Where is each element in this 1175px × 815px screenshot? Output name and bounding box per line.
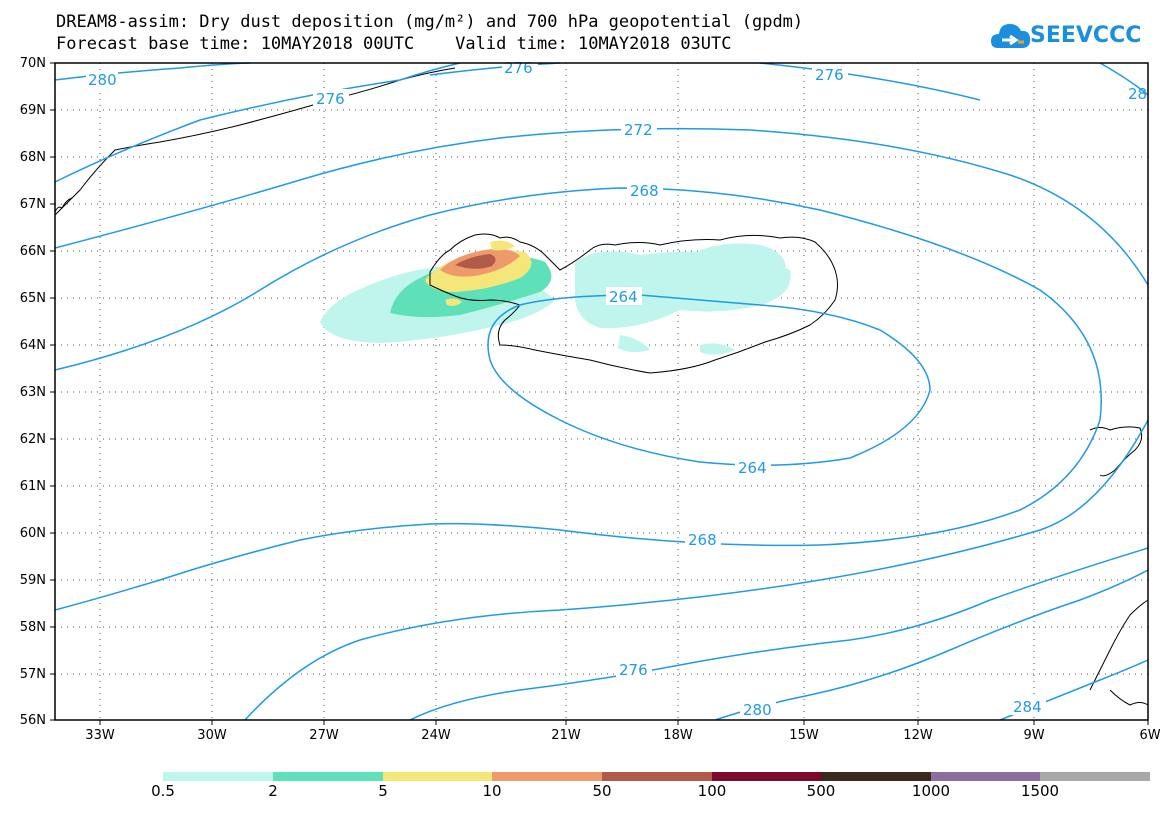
lat-label-61n: 61N [19,479,46,494]
coastlines [54,67,1149,706]
colorbar-label-1: 2 [268,782,278,800]
axis-ticks [50,62,1149,725]
graticule [55,63,1148,720]
colorbar-swatch-5 [712,772,821,781]
contour-labels: 280 276 276 276 28 272 268 264 264 268 2… [86,59,1147,719]
lat-label-67n: 67N [19,197,46,212]
lat-label-58n: 58N [19,620,46,635]
colorbar-label-6: 500 [806,782,836,800]
colorbar-swatch-8 [1040,772,1150,781]
colorbar-swatch-0 [163,772,273,781]
lat-label-60n: 60N [19,526,46,541]
seevccc-logo [991,24,1031,48]
contour-label-276-west: 276 [316,90,345,108]
contour-label-264-north: 264 [609,288,638,306]
lon-label-15w: 15W [789,728,819,743]
contour-label-284: 284 [1013,698,1042,716]
lon-label-21w: 21W [551,728,581,743]
contour-label-28: 28 [1128,85,1147,103]
colorbar-label-0: 0.5 [151,782,175,800]
lat-label-56n: 56N [19,713,46,728]
colorbar-swatch-4 [602,772,712,781]
lat-label-63n: 63N [19,385,46,400]
contour-label-276-east: 276 [815,66,844,84]
lat-label-59n: 59N [19,573,46,588]
geopotential-contours [54,62,1149,721]
lat-label-64n: 64N [19,338,46,353]
lon-label-18w: 18W [663,728,693,743]
lon-label-27w: 27W [309,728,339,743]
contour-label-276-top: 276 [504,59,533,77]
lat-label-65n: 65N [19,291,46,306]
colorbar-swatch-6 [821,772,931,781]
lat-label-57n: 57N [19,667,46,682]
colorbar-swatch-1 [273,772,383,781]
colorbar-swatch-7 [931,772,1040,781]
colorbar-label-3: 10 [482,782,502,800]
colorbar-label-7: 1000 [911,782,951,800]
contour-label-268-south: 268 [688,531,717,549]
lon-label-33w: 33W [85,728,115,743]
lon-label-30w: 30W [197,728,227,743]
forecast-time: Forecast base time: 10MAY2018 00UTC Vali… [56,34,732,54]
colorbar-label-8: 1500 [1020,782,1060,800]
lat-label-68n: 68N [19,150,46,165]
contour-label-280-south: 280 [743,701,772,719]
lon-label-24w: 24W [421,728,451,743]
lon-label-9w: 9W [1023,728,1045,743]
lat-label-69n: 69N [19,103,46,118]
logo-text: SEEVCCC [1030,23,1142,48]
lat-label-66n: 66N [19,244,46,259]
lat-label-62n: 62N [19,432,46,447]
contour-label-268-north: 268 [630,182,659,200]
lat-label-70n: 70N [19,56,46,71]
colorbar-label-2: 5 [378,782,388,800]
colorbar-label-4: 50 [592,782,612,800]
lon-label-12w: 12W [903,728,933,743]
map-title: DREAM8-assim: Dry dust deposition (mg/m²… [56,12,804,32]
colorbar [163,772,1150,781]
contour-label-280: 280 [88,71,117,89]
colorbar-label-5: 100 [697,782,727,800]
lon-label-6w: 6W [1139,728,1161,743]
contour-label-272: 272 [624,121,653,139]
colorbar-swatch-2 [383,772,492,781]
colorbar-swatch-3 [492,772,602,781]
contour-label-276-south: 276 [619,661,648,679]
dust-deposition-field [320,240,791,355]
contour-label-264-south: 264 [738,459,767,477]
